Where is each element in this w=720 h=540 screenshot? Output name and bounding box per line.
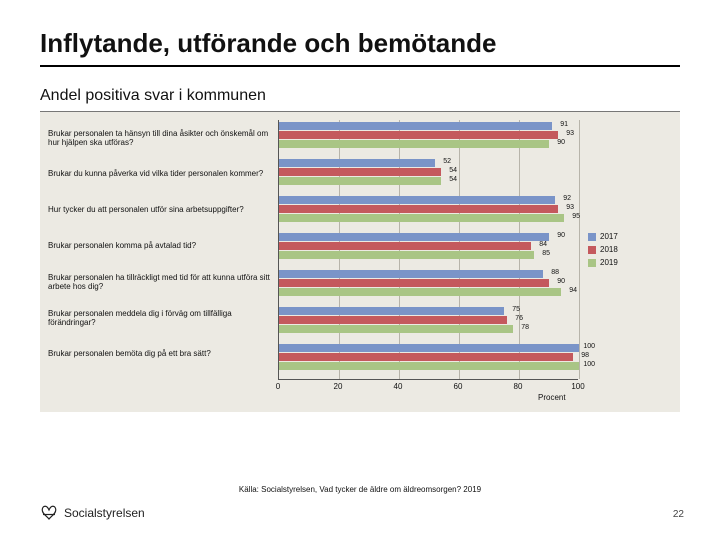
- question-label: Hur tycker du att personalen utför sina …: [48, 192, 276, 228]
- legend-label: 2017: [600, 232, 618, 241]
- x-tick: 100: [571, 382, 584, 391]
- bar-value: 100: [583, 361, 595, 368]
- bar-value: 76: [515, 315, 523, 322]
- bar-value: 95: [572, 213, 580, 220]
- page-title: Inflytande, utförande och bemötande: [40, 28, 680, 59]
- bar: 100: [279, 344, 579, 352]
- legend-swatch: [588, 246, 596, 254]
- question-label: Brukar du kunna påverka vid vilka tider …: [48, 156, 276, 192]
- bar: 94: [279, 288, 561, 296]
- question-label: Brukar personalen meddela dig i förväg o…: [48, 300, 276, 336]
- bar-value: 94: [569, 287, 577, 294]
- bar: 90: [279, 140, 549, 148]
- x-tick: 20: [334, 382, 343, 391]
- legend-swatch: [588, 233, 596, 241]
- brand-logo-icon: [40, 504, 58, 522]
- bar: 76: [279, 316, 507, 324]
- bar: 52: [279, 159, 435, 167]
- question-label: Brukar personalen ta hänsyn till dina ås…: [48, 120, 276, 156]
- bar-value: 54: [449, 167, 457, 174]
- bar-value: 90: [557, 139, 565, 146]
- title-rule: [40, 65, 680, 67]
- legend-item: 2018: [588, 245, 618, 254]
- source-text: Källa: Socialstyrelsen, Vad tycker de äl…: [0, 485, 720, 494]
- question-label: Brukar personalen ha tillräckligt med ti…: [48, 264, 276, 300]
- bar: 91: [279, 122, 552, 130]
- bar: 75: [279, 307, 504, 315]
- legend-label: 2018: [600, 245, 618, 254]
- bar: 100: [279, 362, 579, 370]
- brand-name: Socialstyrelsen: [64, 506, 145, 520]
- chart-panel: Brukar personalen ta hänsyn till dina ås…: [40, 112, 680, 412]
- bar: 95: [279, 214, 564, 222]
- question-label: Brukar personalen bemöta dig på ett bra …: [48, 336, 276, 372]
- bar: 54: [279, 168, 441, 176]
- legend-item: 2019: [588, 258, 618, 267]
- bar: 85: [279, 251, 534, 259]
- question-labels: Brukar personalen ta hänsyn till dina ås…: [48, 120, 276, 372]
- bar-value: 78: [521, 324, 529, 331]
- bar: 98: [279, 353, 573, 361]
- bar: 88: [279, 270, 543, 278]
- subtitle: Andel positiva svar i kommunen: [40, 87, 680, 105]
- bar-value: 52: [443, 158, 451, 165]
- bar: 54: [279, 177, 441, 185]
- bar: 84: [279, 242, 531, 250]
- x-tick: 0: [276, 382, 280, 391]
- bar: 93: [279, 205, 558, 213]
- bar-value: 100: [583, 343, 595, 350]
- footer: Socialstyrelsen: [40, 504, 145, 522]
- page-number: 22: [673, 509, 684, 520]
- bar-value: 88: [551, 269, 559, 276]
- bar-value: 75: [512, 306, 520, 313]
- bar: 92: [279, 196, 555, 204]
- legend-label: 2019: [600, 258, 618, 267]
- bar-value: 54: [449, 176, 457, 183]
- bar-value: 92: [563, 195, 571, 202]
- legend-swatch: [588, 259, 596, 267]
- bar: 78: [279, 325, 513, 333]
- gridline: [579, 120, 580, 379]
- bar-value: 91: [560, 121, 568, 128]
- bar-value: 90: [557, 232, 565, 239]
- x-axis: 020406080100: [278, 382, 578, 396]
- legend: 2017 2018 2019: [588, 232, 618, 271]
- bar-value: 93: [566, 130, 574, 137]
- x-tick: 40: [394, 382, 403, 391]
- bar: 90: [279, 279, 549, 287]
- question-label: Brukar personalen komma på avtalad tid?: [48, 228, 276, 264]
- bar-value: 84: [539, 241, 547, 248]
- bar-value: 93: [566, 204, 574, 211]
- bar: 90: [279, 233, 549, 241]
- plot-area: 9193905254549293959084858890947576781009…: [278, 120, 578, 380]
- legend-item: 2017: [588, 232, 618, 241]
- bar-value: 90: [557, 278, 565, 285]
- bar-value: 85: [542, 250, 550, 257]
- bar-value: 98: [581, 352, 589, 359]
- x-tick: 80: [514, 382, 523, 391]
- bar: 93: [279, 131, 558, 139]
- x-tick: 60: [454, 382, 463, 391]
- x-axis-label: Procent: [538, 393, 566, 402]
